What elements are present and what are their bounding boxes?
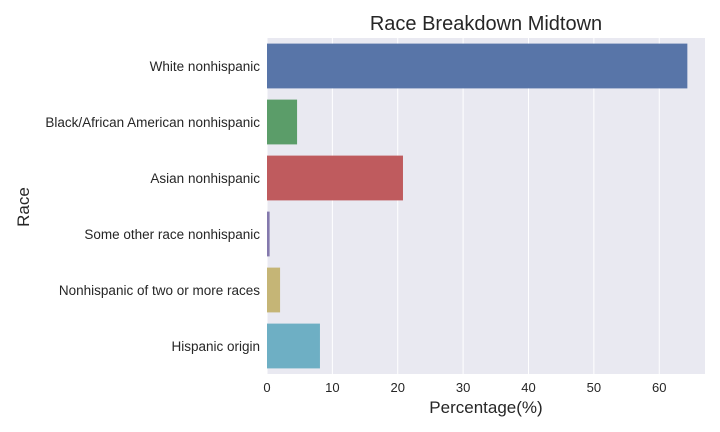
y-axis-label: Race xyxy=(14,187,33,227)
bars xyxy=(267,43,688,369)
y-tick-label: Hispanic origin xyxy=(171,339,260,354)
x-axis-label: Percentage(%) xyxy=(429,398,542,417)
bar xyxy=(267,99,298,145)
x-tick-label: 30 xyxy=(456,380,470,395)
x-tick-label: 0 xyxy=(263,380,270,395)
plot-background xyxy=(267,38,705,374)
x-tick-label: 60 xyxy=(652,380,666,395)
x-tick-label: 20 xyxy=(391,380,405,395)
bar xyxy=(267,155,403,201)
y-tick-label: Asian nonhispanic xyxy=(150,171,260,186)
y-tick-label: Some other race nonhispanic xyxy=(84,227,260,242)
bar xyxy=(267,211,270,257)
chart-title: Race Breakdown Midtown xyxy=(370,13,602,35)
bar xyxy=(267,323,320,369)
y-tick-label: Black/African American nonhispanic xyxy=(45,115,260,130)
bar xyxy=(267,267,281,313)
bar xyxy=(267,43,688,89)
y-tick-label: Nonhispanic of two or more races xyxy=(59,283,260,298)
x-tick-label: 40 xyxy=(521,380,535,395)
x-tick-label: 50 xyxy=(587,380,601,395)
y-tick-label: White nonhispanic xyxy=(150,59,261,74)
grid-lines xyxy=(266,38,660,374)
x-tick-label: 10 xyxy=(325,380,339,395)
y-tick-labels: White nonhispanic Black/African American … xyxy=(45,59,260,354)
x-tick-labels: 0 10 20 30 40 50 60 xyxy=(263,380,666,395)
